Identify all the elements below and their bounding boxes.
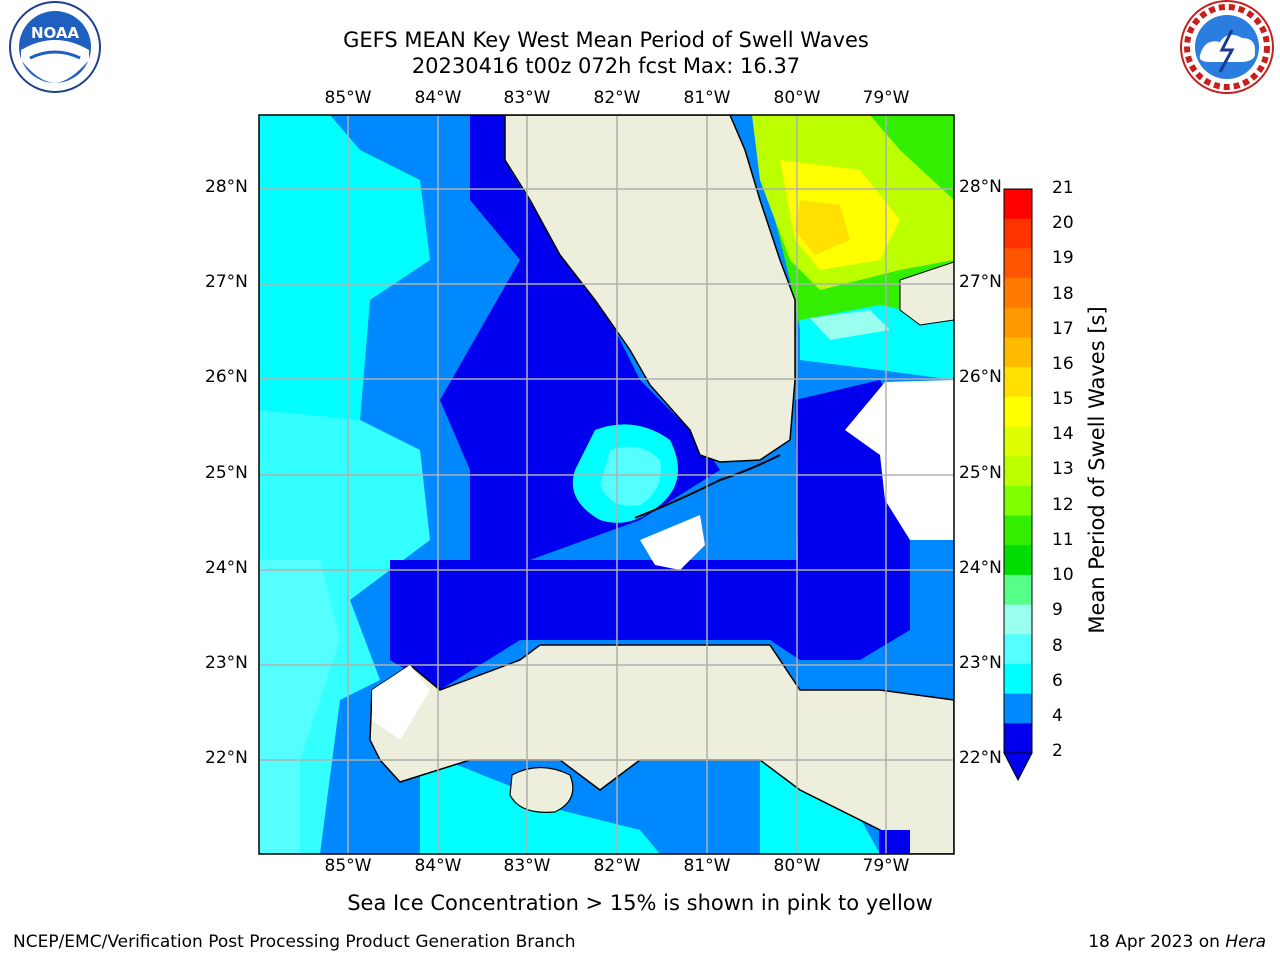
lat-label: 23°N xyxy=(959,653,1002,673)
colorbar-cell xyxy=(1004,545,1032,576)
colorbar-cell xyxy=(1004,278,1032,309)
lon-label: 83°W xyxy=(503,856,551,876)
lon-label: 85°W xyxy=(324,856,372,876)
colorbar-tick: 9 xyxy=(1052,600,1063,620)
colorbar-cell xyxy=(1004,248,1032,279)
lon-label: 85°W xyxy=(324,88,372,108)
lat-label: 22°N xyxy=(205,748,248,768)
lon-label: 82°W xyxy=(593,856,641,876)
lon-label: 79°W xyxy=(862,88,910,108)
colorbar xyxy=(1003,188,1033,782)
colorbar-tick: 13 xyxy=(1052,459,1074,479)
lon-label: 81°W xyxy=(683,88,731,108)
colorbar-tick: 10 xyxy=(1052,565,1074,585)
colorbar-cell xyxy=(1004,723,1032,754)
lon-label: 80°W xyxy=(773,88,821,108)
lat-label: 28°N xyxy=(959,177,1002,197)
colorbar-cell xyxy=(1004,693,1032,724)
colorbar-cell xyxy=(1004,426,1032,457)
noaa-logo: NOAA xyxy=(9,1,101,93)
lon-label: 83°W xyxy=(503,88,551,108)
colorbar-cell xyxy=(1004,367,1032,398)
colorbar-tick: 18 xyxy=(1052,284,1074,304)
colorbar-cell xyxy=(1004,634,1032,665)
colorbar-cell xyxy=(1004,604,1032,635)
footer-host: Hera xyxy=(1225,932,1266,952)
noaa-logo-text: NOAA xyxy=(31,24,80,42)
colorbar-tick: 19 xyxy=(1052,248,1074,268)
colorbar-cell xyxy=(1004,189,1032,220)
lat-label: 25°N xyxy=(959,463,1002,483)
colorbar-cell xyxy=(1004,574,1032,606)
lon-label: 82°W xyxy=(593,88,641,108)
colorbar-tick: 11 xyxy=(1052,530,1074,550)
map-frame xyxy=(258,114,955,855)
graticule xyxy=(259,115,954,854)
footer-date-text: 18 Apr 2023 on xyxy=(1088,932,1226,952)
colorbar-cell xyxy=(1004,218,1032,249)
colorbar-tick: 8 xyxy=(1052,636,1063,656)
colorbar-tick: 12 xyxy=(1052,495,1074,515)
lat-label: 27°N xyxy=(959,272,1002,292)
colorbar-label: Mean Period of Swell Waves [s] xyxy=(1085,306,1109,634)
lon-label: 84°W xyxy=(414,856,462,876)
lon-label: 81°W xyxy=(683,856,731,876)
nws-logo xyxy=(1180,0,1274,94)
colorbar-tick: 16 xyxy=(1052,354,1074,374)
colorbar-cell xyxy=(1004,515,1032,546)
lon-label: 80°W xyxy=(773,856,821,876)
colorbar-cell xyxy=(1004,307,1032,339)
lat-label: 26°N xyxy=(959,367,1002,387)
colorbar-tick: 17 xyxy=(1052,319,1074,339)
footer-date: 18 Apr 2023 on Hera xyxy=(1088,932,1266,952)
colorbar-cell xyxy=(1004,456,1032,487)
colorbar-tick: 6 xyxy=(1052,671,1063,691)
chart-title: GEFS MEAN Key West Mean Period of Swell … xyxy=(343,28,869,52)
lon-label: 84°W xyxy=(414,88,462,108)
sea-ice-note: Sea Ice Concentration > 15% is shown in … xyxy=(347,891,933,915)
footer-credit: NCEP/EMC/Verification Post Processing Pr… xyxy=(13,932,576,952)
colorbar-tick: 20 xyxy=(1052,213,1074,233)
lat-label: 22°N xyxy=(959,748,1002,768)
colorbar-tick: 14 xyxy=(1052,424,1074,444)
lat-label: 24°N xyxy=(205,558,248,578)
lat-label: 27°N xyxy=(205,272,248,292)
colorbar-tick: 15 xyxy=(1052,389,1074,409)
colorbar-tick: 21 xyxy=(1052,178,1074,198)
lon-label: 79°W xyxy=(862,856,910,876)
lat-label: 28°N xyxy=(205,177,248,197)
lat-label: 24°N xyxy=(959,558,1002,578)
colorbar-cell xyxy=(1004,663,1032,695)
lat-label: 25°N xyxy=(205,463,248,483)
map-panel xyxy=(259,115,954,854)
colorbar-cell xyxy=(1004,485,1032,517)
chart-subtitle: 20230416 t00z 072h fcst Max: 16.37 xyxy=(411,54,801,78)
lat-label: 26°N xyxy=(205,367,248,387)
colorbar-tick: 4 xyxy=(1052,706,1063,726)
colorbar-cell xyxy=(1004,337,1032,368)
colorbar-cell xyxy=(1004,396,1032,428)
colorbar-tick: 2 xyxy=(1052,741,1063,761)
lat-label: 23°N xyxy=(205,653,248,673)
